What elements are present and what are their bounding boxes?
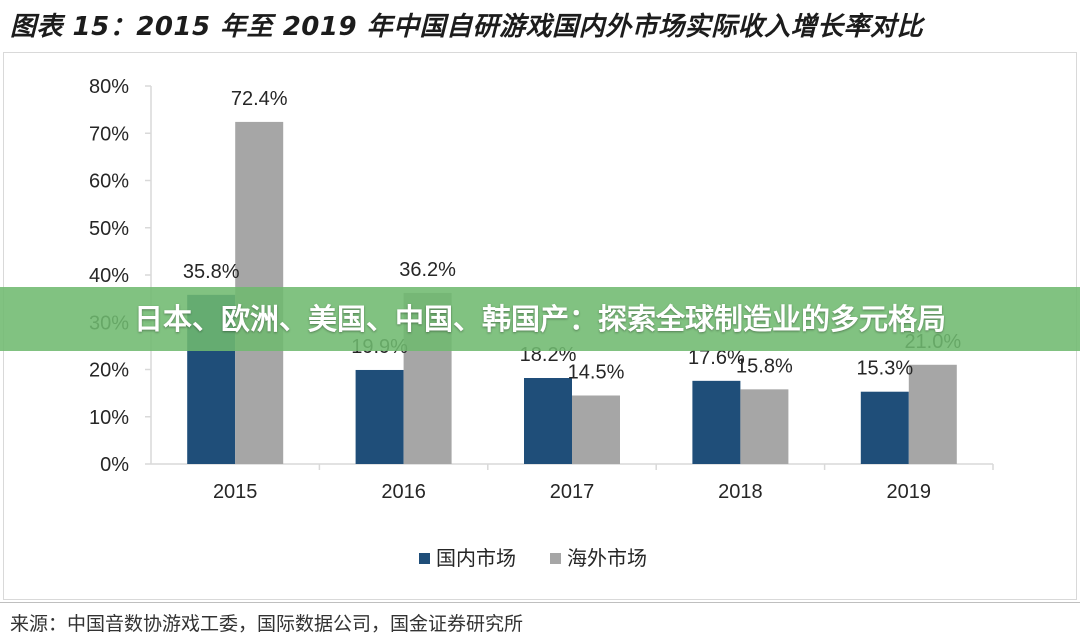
y-tick-label: 50% bbox=[89, 218, 129, 240]
y-tick-label: 40% bbox=[89, 265, 129, 287]
label-domestic-2018: 17.6% bbox=[688, 347, 745, 369]
x-tick-label: 2015 bbox=[213, 481, 258, 503]
label-domestic-2019: 15.3% bbox=[856, 358, 913, 380]
y-tick-label: 70% bbox=[89, 123, 129, 145]
source-divider bbox=[0, 602, 1080, 603]
bar-domestic-2018 bbox=[692, 380, 741, 464]
bar-domestic-2016 bbox=[355, 369, 404, 464]
bar-domestic-2017 bbox=[524, 378, 572, 464]
legend-label-1: 海外市场 bbox=[567, 546, 647, 570]
x-tick-label: 2018 bbox=[718, 481, 763, 503]
label-overseas-2016: 36.2% bbox=[399, 259, 456, 281]
label-overseas-2018: 15.8% bbox=[736, 355, 793, 377]
bar-overseas-2017 bbox=[572, 395, 620, 464]
chart-legend: 国内市场 海外市场 bbox=[419, 546, 647, 570]
bar-overseas-2018 bbox=[740, 389, 789, 464]
y-tick-label: 60% bbox=[89, 171, 129, 193]
bar-domestic-2019 bbox=[860, 391, 909, 464]
overlay-banner: 日本、欧洲、美国、中国、韩国产：探索全球制造业的多元格局 bbox=[0, 287, 1080, 351]
x-tick-label: 2016 bbox=[381, 481, 426, 503]
y-tick-label: 20% bbox=[89, 360, 129, 382]
y-tick-label: 10% bbox=[89, 407, 129, 429]
y-tick-label: 80% bbox=[89, 76, 129, 98]
x-tick-label: 2017 bbox=[550, 481, 595, 503]
source-note: 来源：中国音数协游戏工委，国际数据公司，国金证券研究所 bbox=[10, 613, 524, 635]
y-tick-label: 0% bbox=[100, 454, 129, 476]
banner-text: 日本、欧洲、美国、中国、韩国产：探索全球制造业的多元格局 bbox=[133, 302, 946, 336]
label-overseas-2017: 14.5% bbox=[568, 361, 625, 383]
legend-swatch-1 bbox=[550, 553, 561, 564]
header: 图表 15：2015 年至 2019 年中国自研游戏国内外市场实际收入增长率对比 bbox=[0, 0, 1080, 50]
legend-swatch-0 bbox=[419, 553, 430, 564]
legend-label-0: 国内市场 bbox=[436, 546, 516, 570]
x-tick-label: 2019 bbox=[887, 481, 932, 503]
label-overseas-2015: 72.4% bbox=[231, 88, 288, 110]
label-domestic-2015: 35.8% bbox=[183, 261, 240, 283]
bar-overseas-2019 bbox=[908, 364, 957, 464]
chart-title: 图表 15：2015 年至 2019 年中国自研游戏国内外市场实际收入增长率对比 bbox=[10, 12, 924, 42]
